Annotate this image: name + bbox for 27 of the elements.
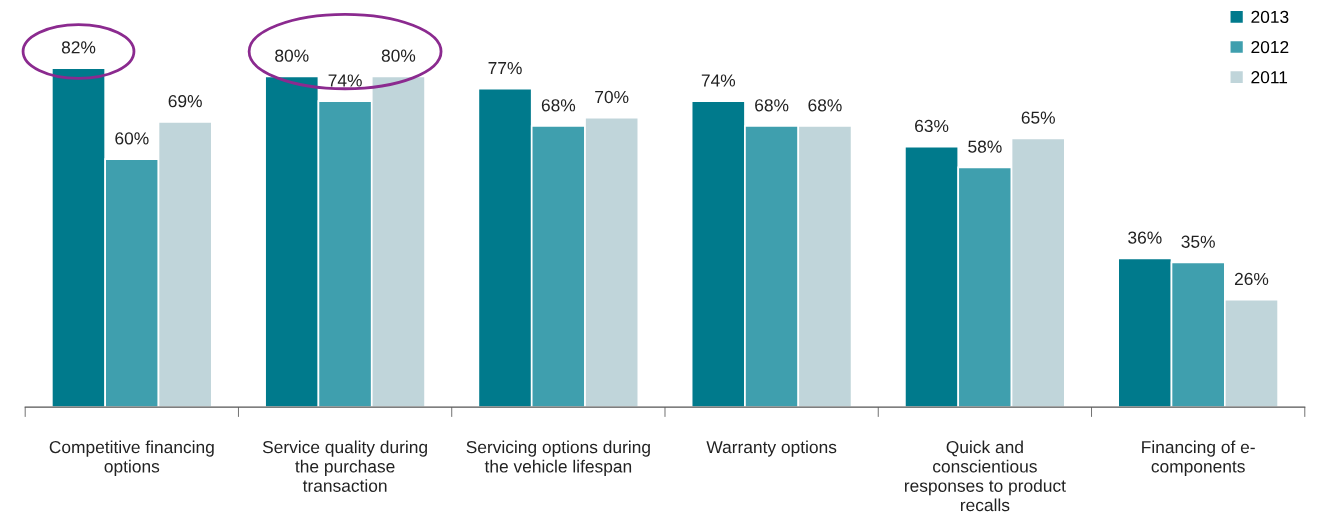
data-label: 82% bbox=[61, 41, 96, 54]
data-label: 68% bbox=[808, 99, 842, 112]
data-label: 74% bbox=[701, 74, 736, 87]
data-label: 77% bbox=[488, 62, 522, 75]
data-label: 68% bbox=[541, 99, 576, 112]
x-tick-label: Competitive financing options bbox=[49, 440, 214, 477]
data-label: 63% bbox=[915, 119, 949, 133]
data-label: 69% bbox=[168, 95, 202, 108]
data-label: 60% bbox=[115, 132, 149, 145]
data-label: 58% bbox=[968, 140, 1002, 153]
data-label: 26% bbox=[1234, 272, 1269, 286]
x-tick-label: Service quality during the purchase transaction bbox=[262, 440, 427, 492]
data-label: 74% bbox=[328, 74, 362, 87]
legend-label: 2013 bbox=[1251, 10, 1289, 24]
data-label: 35% bbox=[1181, 235, 1215, 248]
data-label: 68% bbox=[755, 99, 789, 112]
data-label: 36% bbox=[1128, 231, 1162, 244]
legend-label: 2011 bbox=[1251, 71, 1288, 84]
legend-label: 2012 bbox=[1251, 40, 1289, 54]
data-label: 80% bbox=[275, 49, 309, 62]
data-label: 80% bbox=[381, 49, 416, 62]
x-tick-label: Warranty options bbox=[706, 440, 837, 457]
x-tick-label: Servicing options during the vehicle lifespan bbox=[466, 440, 650, 477]
data-label: 70% bbox=[595, 90, 629, 104]
x-tick-label: Quick and conscientious responses to product recalls bbox=[904, 440, 1066, 512]
x-tick-label: Financing of e- components bbox=[1142, 440, 1255, 477]
data-label: 65% bbox=[1021, 111, 1055, 124]
